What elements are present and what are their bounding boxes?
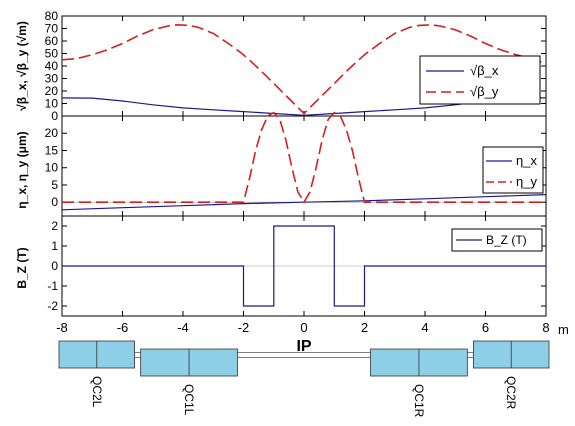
- dispersion-ytick-label: 15: [45, 143, 59, 157]
- solenoid-ytick-label: 2: [51, 219, 58, 233]
- dispersion-legend-label-y: η_y: [516, 174, 537, 189]
- magnet-label: QC2L: [90, 376, 104, 408]
- beta-ytick-label: 30: [45, 72, 59, 86]
- beta-ytick-label: 80: [45, 9, 59, 23]
- x-tick-label: -4: [177, 320, 189, 335]
- dispersion-ytick-label: 10: [45, 161, 59, 175]
- x-tick-label: -8: [56, 320, 68, 335]
- dispersion-legend: η_x η_y: [482, 146, 544, 194]
- dispersion-legend-box: [482, 146, 544, 194]
- x-tick-label: 6: [482, 320, 489, 335]
- solenoid-ylabel: B_Z (T): [15, 247, 29, 288]
- solenoid-legend-label: B_Z (T): [486, 233, 527, 247]
- dispersion-ytick-label: 0: [51, 195, 58, 209]
- solenoid-legend: B_Z (T): [451, 228, 543, 252]
- beta-ytick-label: 50: [45, 47, 59, 61]
- x-tick-label: -6: [117, 320, 129, 335]
- dispersion-series-1-line: [62, 111, 546, 204]
- beta-ytick-label: 20: [45, 84, 59, 98]
- x-axis-title: IP: [296, 338, 311, 355]
- beta-legend-label-x: √β_x: [470, 63, 499, 78]
- beta-ytick-label: 70: [45, 22, 59, 36]
- magnet-group: QC2L QC1L QC1R QC2R: [58, 340, 550, 418]
- solenoid-ytick-label: 0: [51, 259, 58, 273]
- magnet-label: QC2R: [504, 376, 518, 410]
- solenoid-legend-box: [451, 228, 543, 252]
- magnet-label: QC1R: [412, 384, 426, 418]
- dispersion-ytick-label: 5: [51, 178, 58, 192]
- beta-ytick-label: 0: [51, 109, 58, 123]
- x-tick-label: 2: [361, 320, 368, 335]
- solenoid-ytick-label: 1: [51, 239, 58, 253]
- solenoid-ytick-label: -2: [47, 299, 58, 313]
- beta-legend-box: [419, 55, 541, 105]
- beta-ytick-label: 60: [45, 34, 59, 48]
- x-tick-label: 8: [542, 320, 549, 335]
- beamline-diagram: QC2L QC1L QC1R QC2R: [58, 340, 550, 418]
- solenoid-ytick-label: -1: [47, 279, 58, 293]
- magnet-label: QC1L: [182, 384, 196, 416]
- x-tick-label: -2: [238, 320, 250, 335]
- x-axis-unit: m: [558, 322, 569, 337]
- dispersion-ylabel: η_x, η_y (μm): [15, 131, 29, 208]
- solenoid-series-0-line: [62, 225, 546, 307]
- beta-ytick-label: 10: [45, 97, 59, 111]
- beta-legend: √β_x √β_y: [419, 55, 541, 105]
- x-tick-label: 0: [300, 320, 307, 335]
- x-tick-label: 4: [421, 320, 428, 335]
- beta-series-1-line: [61, 23, 547, 115]
- dispersion-legend-label-x: η_x: [516, 153, 537, 168]
- beta-ytick-label: 40: [45, 59, 59, 73]
- beta-ylabel: √β_x, √β_y (√m): [15, 21, 29, 111]
- beta-legend-label-y: √β_y: [470, 84, 499, 99]
- dispersion-ytick-label: 20: [45, 126, 59, 140]
